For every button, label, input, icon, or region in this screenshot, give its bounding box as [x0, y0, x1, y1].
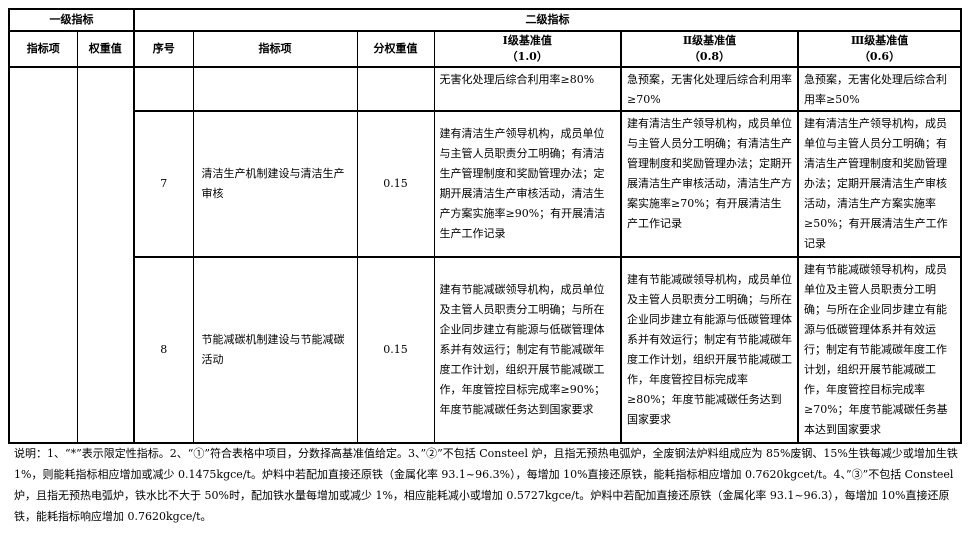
col-grade1: Ⅰ级基准值 （1.0） [433, 30, 622, 68]
row-grade2: 建有清洁生产领导机构，成员单位与主管人员分工明确；有清洁生产管理制度和奖励管理办… [620, 110, 799, 258]
col-grade2: Ⅱ级基准值 （0.8） [620, 30, 799, 68]
row-weight [356, 66, 435, 112]
indicator-table: 一级指标 二级指标 指标项 权重值 序号 指标项 分权重值 Ⅰ级基准值 （1.0）… [8, 8, 963, 444]
row-no: 7 [133, 110, 194, 258]
level2-header: 二级指标 [133, 8, 962, 32]
grade1-value: （1.0） [506, 50, 548, 63]
col-grade3: Ⅲ级基准值 （0.6） [797, 30, 962, 68]
col-sub-weight: 分权重值 [356, 30, 435, 68]
row-item [192, 66, 358, 112]
row-grade3: 急预案，无害化处理后综合利用率≥50% [797, 66, 962, 112]
col-sub-item: 指标项 [192, 30, 358, 68]
row-grade2: 急预案，无害化处理后综合利用率≥70% [620, 66, 799, 112]
grade2-name: Ⅱ级基准值 [682, 34, 737, 47]
table-note: 说明：1、“*”表示限定性指标。2、“①”符合表格中项目，分数择高基准值给定。3… [14, 447, 958, 523]
row-weight: 0.15 [356, 256, 435, 444]
col-no: 序号 [133, 30, 194, 68]
row-grade1: 建有节能减碳领导机构，成员单位及主管人员职责分工明确；与所在企业同步建立有能源与… [433, 256, 622, 444]
row-grade3: 建有清洁生产领导机构，成员单位与主管人员分工明确；有清洁生产管理制度和奖励管理办… [797, 110, 962, 258]
table-row: 7 清洁生产机制建设与清洁生产审核 0.15 建有清洁生产领导机构，成员单位与主… [9, 110, 962, 258]
level1-weight-cell [76, 66, 135, 444]
level1-item-cell [8, 66, 78, 444]
grade3-name: Ⅲ级基准值 [850, 34, 909, 47]
row-grade1: 建有清洁生产领导机构，成员单位与主管人员职责分工明确；有清洁生产管理制度和奖励管… [433, 110, 622, 258]
grade3-value: （0.6） [858, 50, 901, 63]
table-row: 8 节能减碳机制建设与节能减碳活动 0.15 建有节能减碳领导机构，成员单位及主… [9, 256, 962, 444]
row-grade2: 建有节能减碳领导机构，成员单位及主管人员职责分工明确；与所在企业同步建立有能源与… [620, 256, 799, 444]
row-grade1: 无害化处理后综合利用率≥80% [433, 66, 622, 112]
col-weight: 权重值 [76, 30, 135, 68]
grade1-name: Ⅰ级基准值 [502, 34, 552, 47]
level1-header: 一级指标 [8, 8, 135, 32]
row-item: 清洁生产机制建设与清洁生产审核 [192, 110, 358, 258]
row-grade3: 建有节能减碳领导机构，成员单位及主管人员职责分工明确；与所在企业同步建立有能源与… [797, 256, 962, 444]
row-no: 8 [133, 256, 194, 444]
col-item: 指标项 [8, 30, 78, 68]
grade2-value: （0.8） [688, 50, 731, 63]
row-no [133, 66, 194, 112]
row-weight: 0.15 [356, 110, 435, 258]
table-row: 无害化处理后综合利用率≥80% 急预案，无害化处理后综合利用率≥70% 急预案，… [8, 66, 962, 444]
row-item: 节能减碳机制建设与节能减碳活动 [192, 256, 358, 444]
